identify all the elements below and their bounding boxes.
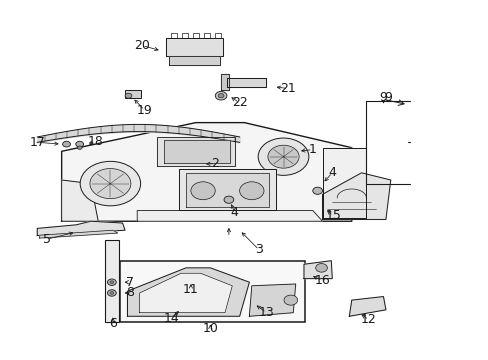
- Polygon shape: [61, 180, 98, 221]
- Text: 22: 22: [231, 96, 247, 109]
- Polygon shape: [227, 78, 266, 87]
- Text: 4: 4: [327, 166, 336, 179]
- Circle shape: [76, 141, 83, 147]
- Text: 15: 15: [325, 210, 341, 222]
- Circle shape: [215, 91, 226, 100]
- Polygon shape: [61, 123, 351, 221]
- Text: 17: 17: [29, 136, 45, 149]
- Circle shape: [110, 281, 114, 284]
- Circle shape: [125, 93, 132, 98]
- Polygon shape: [185, 173, 268, 207]
- Circle shape: [267, 145, 299, 168]
- Bar: [120, 261, 305, 321]
- Text: 9: 9: [384, 91, 391, 104]
- Polygon shape: [348, 297, 385, 316]
- Circle shape: [312, 187, 322, 194]
- Polygon shape: [178, 169, 276, 211]
- Circle shape: [90, 168, 131, 199]
- Polygon shape: [168, 56, 220, 65]
- Circle shape: [107, 290, 116, 296]
- Circle shape: [107, 279, 116, 285]
- Circle shape: [77, 146, 82, 149]
- Circle shape: [190, 182, 215, 200]
- Polygon shape: [304, 261, 331, 279]
- Text: 14: 14: [163, 311, 179, 325]
- Text: 8: 8: [125, 287, 134, 300]
- Text: 10: 10: [202, 322, 218, 335]
- Polygon shape: [322, 148, 366, 218]
- Circle shape: [110, 292, 114, 294]
- Polygon shape: [322, 173, 390, 220]
- Polygon shape: [163, 140, 229, 163]
- Polygon shape: [137, 211, 322, 221]
- Circle shape: [284, 295, 297, 305]
- Text: 12: 12: [360, 313, 376, 327]
- Polygon shape: [37, 221, 125, 235]
- Text: 20: 20: [134, 39, 150, 52]
- Polygon shape: [221, 74, 228, 90]
- Polygon shape: [249, 284, 295, 316]
- Circle shape: [315, 264, 327, 272]
- Text: 5: 5: [43, 233, 51, 246]
- Circle shape: [62, 141, 70, 147]
- Text: 11: 11: [183, 283, 198, 296]
- Bar: [125, 90, 141, 98]
- Text: 6: 6: [109, 317, 117, 330]
- Polygon shape: [127, 268, 249, 316]
- Text: 7: 7: [125, 276, 134, 289]
- Text: 3: 3: [255, 243, 263, 256]
- Circle shape: [224, 196, 233, 203]
- Polygon shape: [166, 39, 222, 56]
- Polygon shape: [157, 137, 234, 166]
- Text: 9: 9: [379, 91, 386, 104]
- Circle shape: [218, 94, 224, 98]
- Circle shape: [239, 182, 264, 200]
- Polygon shape: [40, 230, 118, 238]
- Text: 18: 18: [88, 135, 103, 148]
- Text: 21: 21: [280, 82, 296, 95]
- Text: 19: 19: [136, 104, 152, 117]
- Polygon shape: [140, 273, 232, 313]
- Text: 4: 4: [230, 206, 238, 219]
- Text: 16: 16: [314, 274, 330, 287]
- Circle shape: [258, 138, 308, 175]
- Text: 2: 2: [211, 157, 219, 170]
- Circle shape: [80, 161, 141, 206]
- Text: 13: 13: [258, 306, 274, 319]
- Text: 1: 1: [308, 143, 316, 156]
- Bar: [104, 240, 119, 322]
